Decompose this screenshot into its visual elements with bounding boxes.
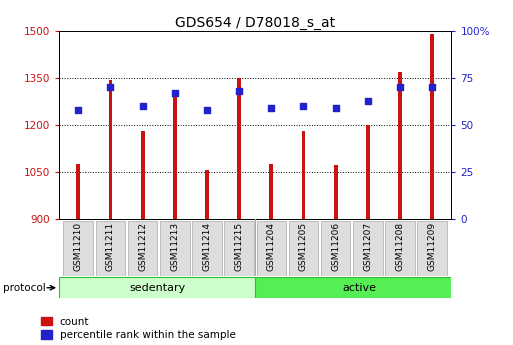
FancyBboxPatch shape	[256, 221, 286, 276]
Text: GSM11215: GSM11215	[234, 222, 244, 271]
FancyBboxPatch shape	[255, 277, 467, 298]
Text: GSM11209: GSM11209	[428, 222, 437, 271]
Title: GDS654 / D78018_s_at: GDS654 / D78018_s_at	[175, 16, 336, 30]
FancyBboxPatch shape	[64, 221, 93, 276]
Text: GSM11208: GSM11208	[396, 222, 404, 271]
Point	[267, 105, 275, 111]
Text: GSM11207: GSM11207	[363, 222, 372, 271]
FancyBboxPatch shape	[418, 221, 447, 276]
Point	[203, 107, 211, 113]
Text: GSM11205: GSM11205	[299, 222, 308, 271]
Text: GSM11206: GSM11206	[331, 222, 340, 271]
Point	[364, 98, 372, 104]
Text: GSM11204: GSM11204	[267, 222, 276, 271]
Text: active: active	[343, 283, 377, 293]
FancyBboxPatch shape	[128, 221, 157, 276]
Legend: count, percentile rank within the sample: count, percentile rank within the sample	[41, 317, 236, 340]
Text: protocol: protocol	[3, 283, 45, 293]
FancyBboxPatch shape	[289, 221, 318, 276]
Bar	[237, 78, 241, 219]
Point	[106, 85, 114, 90]
Point	[139, 104, 147, 109]
Text: GSM11212: GSM11212	[138, 222, 147, 271]
Text: sedentary: sedentary	[129, 283, 185, 293]
Bar	[333, 165, 338, 219]
Bar	[141, 131, 145, 219]
FancyBboxPatch shape	[192, 221, 222, 276]
Bar	[205, 170, 209, 219]
Bar	[269, 164, 273, 219]
Point	[331, 105, 340, 111]
Bar	[302, 131, 305, 219]
Bar	[173, 95, 176, 219]
Point	[396, 85, 404, 90]
FancyBboxPatch shape	[385, 221, 415, 276]
FancyBboxPatch shape	[353, 221, 383, 276]
Text: GSM11213: GSM11213	[170, 222, 180, 271]
Point	[171, 90, 179, 96]
Point	[300, 104, 308, 109]
Text: GSM11211: GSM11211	[106, 222, 115, 271]
Bar	[109, 80, 112, 219]
Bar	[430, 34, 434, 219]
Point	[428, 85, 436, 90]
FancyBboxPatch shape	[321, 221, 350, 276]
Bar	[76, 164, 80, 219]
FancyBboxPatch shape	[95, 221, 125, 276]
FancyBboxPatch shape	[160, 221, 190, 276]
Text: GSM11210: GSM11210	[74, 222, 83, 271]
Point	[235, 88, 243, 94]
FancyBboxPatch shape	[59, 277, 255, 298]
FancyBboxPatch shape	[224, 221, 254, 276]
Bar	[398, 72, 402, 219]
Text: GSM11214: GSM11214	[203, 222, 211, 271]
Point	[74, 107, 83, 113]
Bar	[366, 125, 370, 219]
